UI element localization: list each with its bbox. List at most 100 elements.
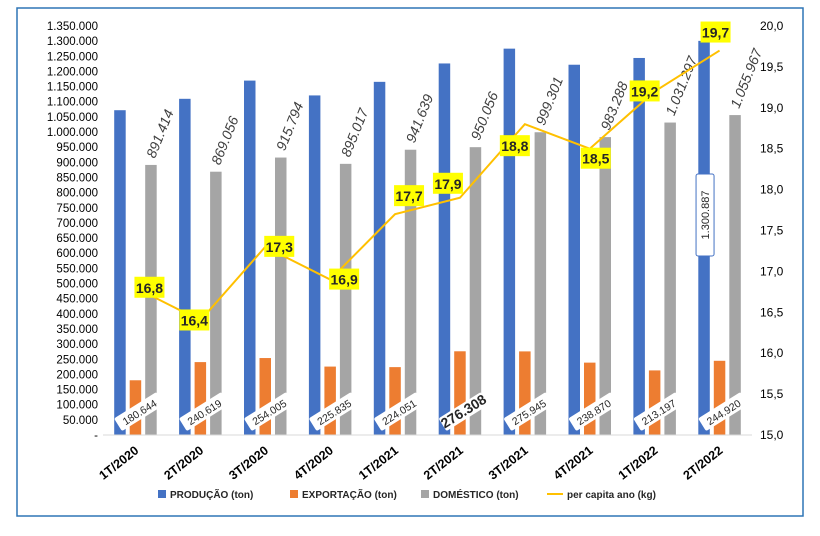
bar-producao (244, 80, 256, 435)
data-label-exportacao-box (179, 392, 229, 431)
data-label-per-capita: 16,4 (179, 309, 210, 331)
data-label-per-capita: 18,5 (580, 147, 611, 169)
bar-producao (568, 64, 580, 436)
data-label-per-capita-box (134, 276, 165, 298)
data-label-per-capita: 16,8 (134, 276, 165, 298)
bar-exportacao (519, 351, 531, 435)
y-left-tick-label: 1.100.000 (47, 97, 98, 109)
data-label-per-capita: 17,3 (264, 235, 295, 257)
y-right-tick-label: 15,5 (760, 387, 784, 401)
data-label-exportacao-box (244, 392, 294, 431)
bar-domestico (145, 164, 157, 435)
data-label-exportacao-box (698, 392, 748, 431)
data-label-per-capita-text: 17,3 (266, 239, 293, 255)
data-label-producao-box (695, 173, 715, 257)
bar-exportacao (324, 366, 336, 435)
y-left-tick-label: 1.150.000 (47, 82, 98, 94)
y-left-tick-label: 550.000 (56, 263, 98, 275)
bar-exportacao (454, 351, 466, 435)
bar-domestico (339, 163, 352, 435)
y-left-tick-label: 1.300.000 (47, 36, 98, 48)
legend-swatch (290, 490, 298, 498)
y-right-tick-label: 19,5 (760, 60, 784, 74)
legend-swatch (158, 490, 166, 498)
bar-producao (438, 63, 451, 436)
line-per-capita (134, 49, 721, 322)
y-left-tick-label: 500.000 (56, 279, 98, 291)
y-left-tick-label: 150.000 (56, 385, 98, 397)
y-left-tick-label: 1.250.000 (47, 51, 98, 63)
data-label-exportacao-box (439, 392, 489, 431)
data-label-per-capita-box (179, 309, 210, 331)
y-left-tick-label: 900.000 (56, 157, 98, 169)
y-left-tick-label: 1.050.000 (47, 112, 98, 124)
y-left-tick-label: 1.200.000 (47, 66, 98, 78)
y-right-tick-label: 15,0 (760, 428, 784, 442)
bar-producao (308, 95, 321, 436)
y-left-tick-label: 300.000 (56, 339, 98, 351)
y-left-tick-label: 650.000 (56, 233, 98, 245)
bar-domestico (404, 149, 417, 435)
legend-swatch (421, 490, 429, 498)
y-left-tick-label: 1.000.000 (47, 127, 98, 139)
y-left-tick-label: 200.000 (56, 369, 98, 381)
y-left-tick-label: 600.000 (56, 248, 98, 260)
legend-label: per capita ano (kg) (567, 490, 656, 501)
data-label-per-capita-box (432, 172, 463, 194)
y-left-tick-label: 250.000 (56, 354, 98, 366)
y-left-tick-label: 950.000 (56, 142, 98, 154)
y-right-tick-label: 17,5 (760, 224, 784, 238)
y-right-tick-label: 19,0 (760, 101, 784, 115)
y-left-tick-label: 850.000 (56, 172, 98, 184)
data-label-per-capita-text: 16,9 (331, 272, 358, 288)
y-right-tick-label: 17,0 (760, 264, 784, 278)
data-label-per-capita-box (700, 21, 731, 43)
bar-producao (114, 110, 126, 436)
data-label-per-capita-text: 18,5 (582, 151, 609, 167)
data-label-per-capita-text: 16,8 (136, 280, 163, 296)
bar-domestico (729, 115, 741, 435)
y-left-tick-label: 1.350.000 (47, 21, 98, 33)
data-label-exportacao-box (374, 392, 424, 431)
y-left-tick-label: 800.000 (56, 188, 98, 200)
data-label-per-capita-text: 17,7 (395, 188, 422, 204)
legend-label: EXPORTAÇÃO (ton) (302, 488, 397, 501)
data-label-exportacao-box (633, 392, 683, 431)
y-right-tick-label: 18,0 (760, 183, 784, 197)
bar-domestico (534, 132, 547, 435)
bar-producao (373, 81, 386, 435)
bar-exportacao (389, 367, 401, 435)
bar-domestico (469, 147, 482, 435)
data-label-per-capita: 18,8 (499, 135, 530, 157)
data-label-producao: 1.300.887 (695, 173, 715, 257)
y-left-tick-label: - (94, 430, 98, 442)
legend-label: PRODUÇÃO (ton) (170, 488, 253, 501)
data-label-per-capita-box (329, 268, 360, 290)
y-left-tick-label: 750.000 (56, 203, 98, 215)
y-right-tick-label: 20,0 (760, 19, 784, 33)
y-left-tick-label: 100.000 (56, 400, 98, 412)
y-right-tick-label: 18,5 (760, 142, 784, 156)
data-label-per-capita: 17,7 (394, 185, 425, 207)
data-label-exportacao-box (569, 392, 618, 431)
data-label-per-capita-box (499, 135, 530, 157)
y-left-tick-label: 700.000 (56, 218, 98, 230)
data-label-per-capita-text: 18,8 (501, 138, 528, 154)
bar-exportacao (713, 360, 726, 435)
bar-domestico (599, 137, 611, 435)
data-label-per-capita: 17,9 (432, 172, 463, 194)
data-label-per-capita-text: 19,7 (702, 25, 729, 41)
data-label-exportacao-box (309, 392, 359, 431)
data-label-per-capita-box (580, 147, 611, 169)
data-label-per-capita: 19,7 (700, 21, 731, 43)
y-left-tick-label: 450.000 (56, 294, 98, 306)
data-label-per-capita-box (394, 185, 425, 207)
data-label-per-capita-box (264, 235, 295, 257)
bar-producao (633, 57, 645, 435)
data-label-exportacao-box (114, 392, 164, 431)
bar-producao (503, 48, 516, 435)
bar-exportacao (584, 362, 596, 435)
legend-label: DOMÉSTICO (ton) (433, 488, 519, 501)
